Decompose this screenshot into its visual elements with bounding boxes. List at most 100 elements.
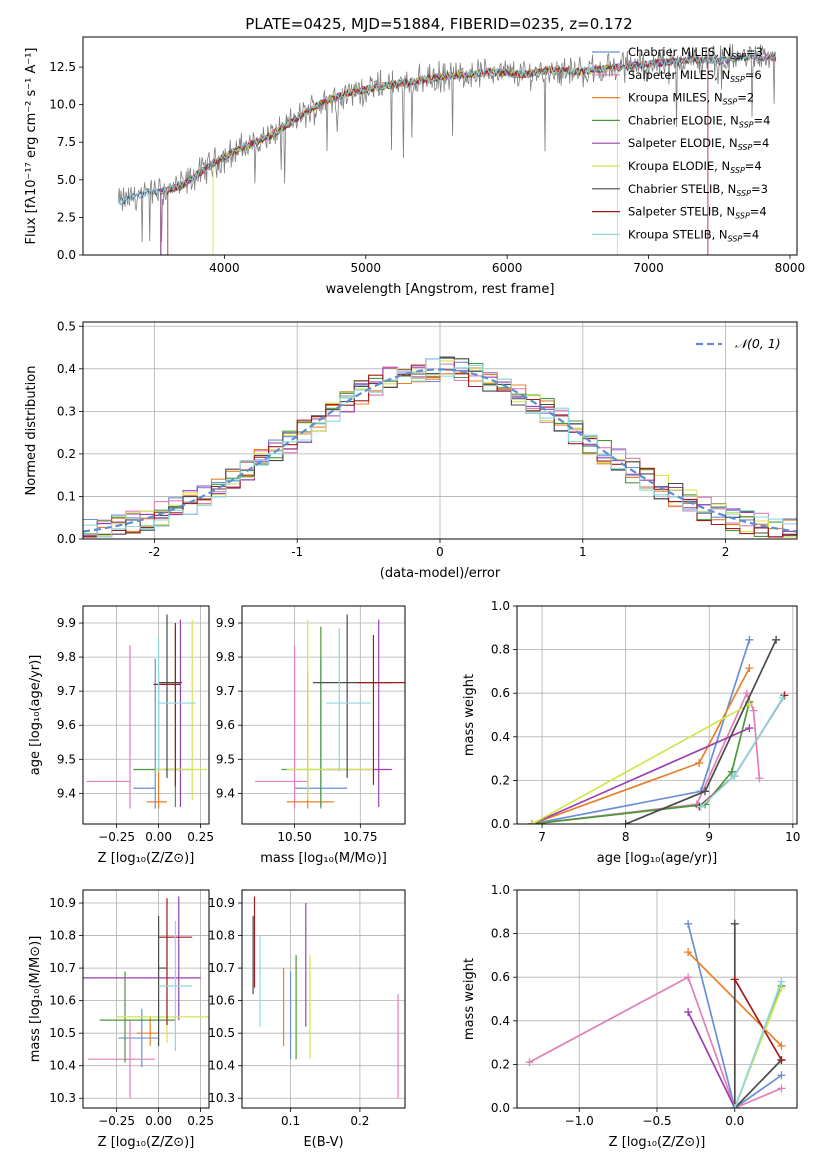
x-tick-label: 10.75 — [343, 830, 377, 844]
weight-line-4 — [687, 1011, 736, 1108]
weight-marker-8 — [696, 802, 705, 811]
weight-marker-1 — [742, 689, 751, 698]
y-tick-label: 10.8 — [49, 929, 76, 943]
x-tick-label: 6000 — [492, 261, 523, 275]
y-tick-label: 0.8 — [491, 927, 510, 941]
plot-area — [252, 896, 399, 1099]
x-tick-label: 10.50 — [277, 830, 311, 844]
y-tick-label: 5.0 — [57, 173, 76, 187]
weight-marker-1 — [777, 1084, 786, 1093]
weight-marker-3 — [727, 767, 736, 776]
panel-mass_weight_vs_age: 7 8 9 10 0.0 0.2 0.4 0.6 0.8 1.0 age [log₁₀(age/yr… — [462, 599, 800, 866]
y-tick-label: 9.6 — [216, 718, 235, 732]
y-tick-label: 10.4 — [49, 1059, 76, 1073]
legend-label-1: Salpeter MILES, NSSP=6 — [628, 68, 762, 84]
plot-area — [86, 614, 208, 809]
weight-line-1 — [528, 975, 782, 1108]
weight-line-5 — [531, 703, 750, 824]
weight-marker-2 — [777, 1041, 786, 1050]
panel-residuals: -2 -1 0 1 2 0.0 0.1 0.2 0.3 0.4 0.5 (data-model)/er… — [24, 319, 798, 581]
x-tick-label: -1 — [291, 545, 303, 559]
weight-marker-6 — [701, 787, 710, 796]
weight-marker-1 — [755, 774, 764, 783]
y-tick-label: 9.5 — [216, 752, 235, 766]
panel-mass_weight_vs_Z: −1.0 −0.5 0.0 0.0 0.2 0.4 0.6 0.8 1.0 Z [log₁₀(Z/… — [462, 883, 798, 1150]
x-tick-label: 0 — [436, 545, 444, 559]
x-tick-label: 0.25 — [187, 830, 214, 844]
y-tick-label: 1.0 — [491, 883, 510, 897]
plot-area — [83, 356, 797, 538]
x-tick-label: 0.2 — [350, 1114, 369, 1128]
weight-marker-2 — [695, 758, 704, 767]
x-tick-label: 0.1 — [281, 1114, 300, 1128]
y-tick-label: 12.5 — [49, 60, 76, 74]
y-tick-label: 1.0 — [491, 599, 510, 613]
y-tick-label: 10.5 — [49, 1026, 76, 1040]
weight-marker-7 — [730, 975, 739, 984]
plot-area — [525, 919, 786, 1108]
x-tick-label: 7000 — [633, 261, 664, 275]
x-tick-label: 8000 — [775, 261, 806, 275]
x-axis-label: wavelength [Angstrom, rest frame] — [326, 282, 555, 297]
y-tick-label: 7.5 — [57, 135, 76, 149]
weight-marker-6 — [621, 820, 630, 824]
y-axis-label: Normed distribution — [24, 366, 39, 496]
legend-label-3: Chabrier ELODIE, NSSP=4 — [628, 113, 770, 129]
y-tick-label: 0.4 — [491, 730, 510, 744]
figure-title: PLATE=0425, MJD=51884, FIBERID=0235, z=0… — [245, 15, 632, 33]
y-tick-label: 9.9 — [216, 616, 235, 630]
weight-line-3 — [531, 701, 751, 824]
y-tick-label: 0.4 — [57, 362, 76, 376]
x-tick-label: 0.0 — [725, 1114, 744, 1128]
x-tick-label: 2 — [722, 545, 730, 559]
y-axis-label: Flux [fλ10⁻¹⁷ erg cm⁻² s⁻¹ A⁻¹] — [24, 48, 39, 245]
panel-age_vs_mass: 10.50 10.75 9.4 9.5 9.6 9.7 9.8 9.9 mass [log₁₀(… — [216, 605, 406, 866]
weight-marker-1 — [749, 706, 758, 715]
x-axis-label: Z [log₁₀(Z/Z⊙)] — [98, 851, 195, 866]
weight-marker-4 — [684, 1008, 693, 1017]
weight-marker-7 — [777, 1056, 786, 1065]
y-axis-label: mass [log₁₀(M/M⊙)] — [28, 936, 43, 1063]
normal-legend-label: 𝒩(0, 1) — [735, 336, 781, 351]
weight-marker-8 — [730, 772, 739, 781]
weight-marker-6 — [772, 635, 781, 644]
panel-mass_vs_Z: −0.25 0.00 0.25 10.3 10.4 10.5 10.6 10.7 10.8 10.… — [28, 889, 214, 1150]
plot-area — [117, 43, 777, 255]
y-tick-label: 9.6 — [57, 718, 76, 732]
y-tick-label: 9.9 — [57, 616, 76, 630]
x-tick-label: 1 — [579, 545, 587, 559]
x-tick-label: 8 — [622, 830, 630, 844]
normal-curve — [83, 368, 797, 533]
weight-line-0 — [687, 923, 782, 1108]
y-tick-label: 10.5 — [208, 1026, 235, 1040]
y-tick-label: 10.4 — [208, 1059, 235, 1073]
y-tick-label: 10.3 — [208, 1091, 235, 1105]
weight-marker-8 — [778, 693, 787, 702]
x-tick-label: 4000 — [209, 261, 240, 275]
weight-line-8 — [734, 981, 783, 1108]
axes-frame — [82, 889, 210, 1109]
y-tick-label: 0.3 — [57, 404, 76, 418]
y-tick-label: 10.7 — [208, 961, 235, 975]
axes-frame — [241, 889, 406, 1109]
y-tick-label: 0.2 — [491, 773, 510, 787]
axes-frame — [516, 605, 798, 825]
y-tick-label: 0.2 — [491, 1057, 510, 1071]
x-tick-label: 0.25 — [187, 1114, 214, 1128]
axes-frame — [82, 605, 210, 825]
y-tick-label: 0.5 — [57, 319, 76, 333]
x-tick-label: −0.5 — [642, 1114, 671, 1128]
y-tick-label: 10.3 — [49, 1091, 76, 1105]
y-tick-label: 10.6 — [208, 994, 235, 1008]
plot-area — [83, 896, 209, 1099]
weight-marker-2 — [745, 664, 754, 673]
weight-marker-1 — [684, 973, 693, 982]
weight-line-6 — [733, 923, 783, 1108]
x-tick-label: 0.00 — [145, 830, 172, 844]
weight-marker-6 — [730, 919, 739, 928]
y-tick-label: 0.8 — [491, 643, 510, 657]
y-tick-label: 9.4 — [57, 786, 76, 800]
legend-label-2: Kroupa MILES, NSSP=2 — [628, 91, 754, 107]
x-tick-label: 0.00 — [145, 1114, 172, 1128]
legend-label-6: Chabrier STELIB, NSSP=3 — [628, 182, 768, 198]
